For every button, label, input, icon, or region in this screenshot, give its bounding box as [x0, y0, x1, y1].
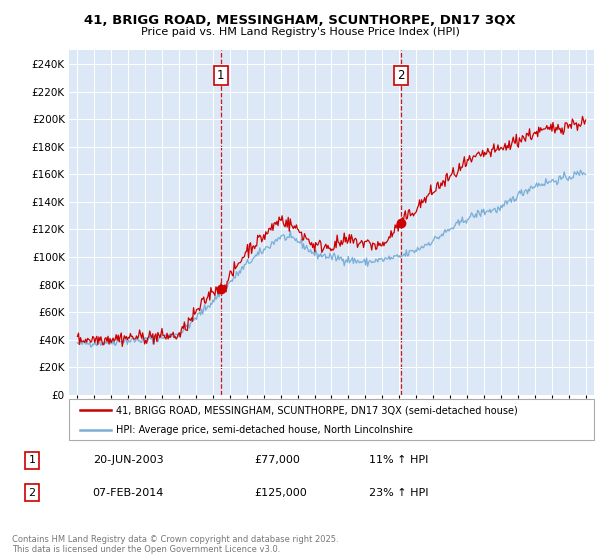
Text: HPI: Average price, semi-detached house, North Lincolnshire: HPI: Average price, semi-detached house,… — [116, 424, 413, 435]
Text: £125,000: £125,000 — [254, 488, 307, 498]
Text: Contains HM Land Registry data © Crown copyright and database right 2025.
This d: Contains HM Land Registry data © Crown c… — [12, 535, 338, 554]
Text: 11% ↑ HPI: 11% ↑ HPI — [369, 455, 428, 465]
Text: 23% ↑ HPI: 23% ↑ HPI — [369, 488, 428, 498]
Text: 2: 2 — [29, 488, 36, 498]
Text: 1: 1 — [29, 455, 35, 465]
Text: £77,000: £77,000 — [254, 455, 300, 465]
Text: 20-JUN-2003: 20-JUN-2003 — [92, 455, 163, 465]
Text: 41, BRIGG ROAD, MESSINGHAM, SCUNTHORPE, DN17 3QX: 41, BRIGG ROAD, MESSINGHAM, SCUNTHORPE, … — [84, 14, 516, 27]
FancyBboxPatch shape — [69, 399, 594, 440]
Text: 1: 1 — [217, 69, 224, 82]
Text: 41, BRIGG ROAD, MESSINGHAM, SCUNTHORPE, DN17 3QX (semi-detached house): 41, BRIGG ROAD, MESSINGHAM, SCUNTHORPE, … — [116, 405, 518, 415]
Text: 2: 2 — [397, 69, 404, 82]
Text: Price paid vs. HM Land Registry's House Price Index (HPI): Price paid vs. HM Land Registry's House … — [140, 27, 460, 37]
Text: 07-FEB-2014: 07-FEB-2014 — [92, 488, 164, 498]
